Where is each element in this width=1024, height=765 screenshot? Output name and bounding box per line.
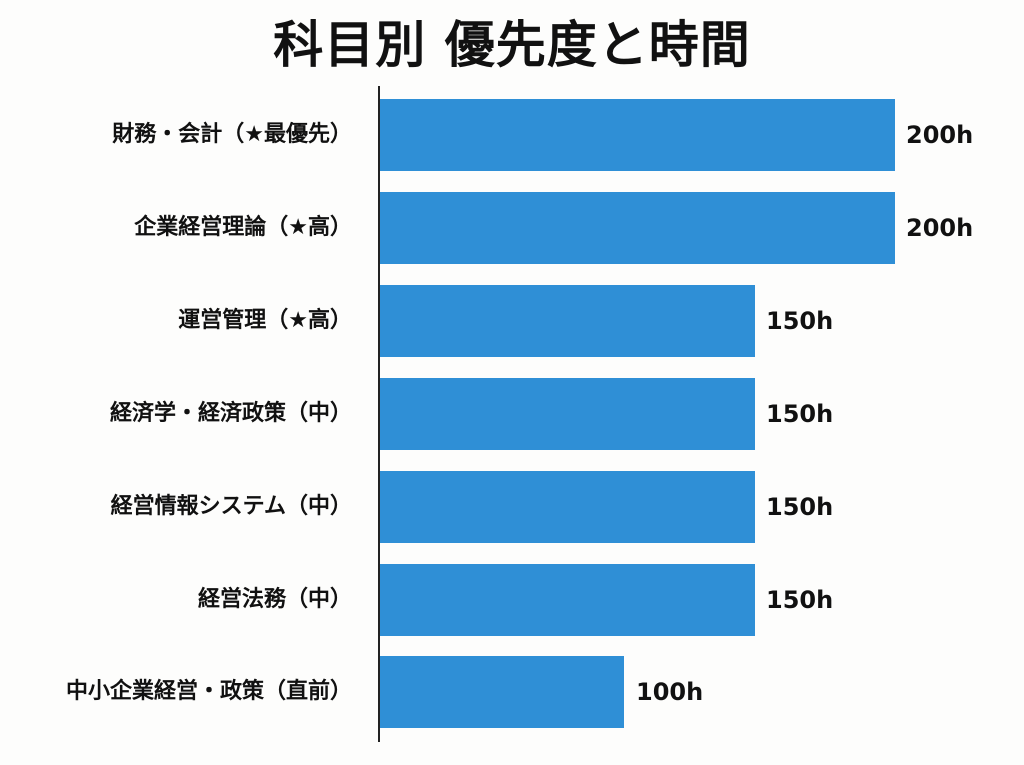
bar [380,192,895,264]
category-label: 経済学・経済政策（中） [109,401,352,426]
bar [380,378,755,450]
value-label: 200h [906,121,974,149]
value-label: 150h [766,400,834,428]
value-label: 150h [766,493,834,521]
value-label: 200h [906,214,974,242]
bar [380,285,755,357]
category-label: 企業経営理論（★高） [134,215,352,240]
value-label: 150h [766,307,834,335]
y-axis-line [378,86,380,742]
bar [380,656,624,728]
category-label: 経営情報システム（中） [110,494,352,519]
category-label: 財務・会計（★最優先） [112,122,352,147]
chart-title: 科目別 優先度と時間 [273,16,751,74]
bar [380,99,895,171]
category-label: 経営法務（中） [197,587,352,612]
value-label: 150h [766,586,834,614]
bar [380,564,755,636]
category-label: 運営管理（★高） [178,308,352,333]
value-label: 100h [636,678,704,706]
category-label: 中小企業経営・政策（直前） [65,679,352,704]
bar [380,471,755,543]
